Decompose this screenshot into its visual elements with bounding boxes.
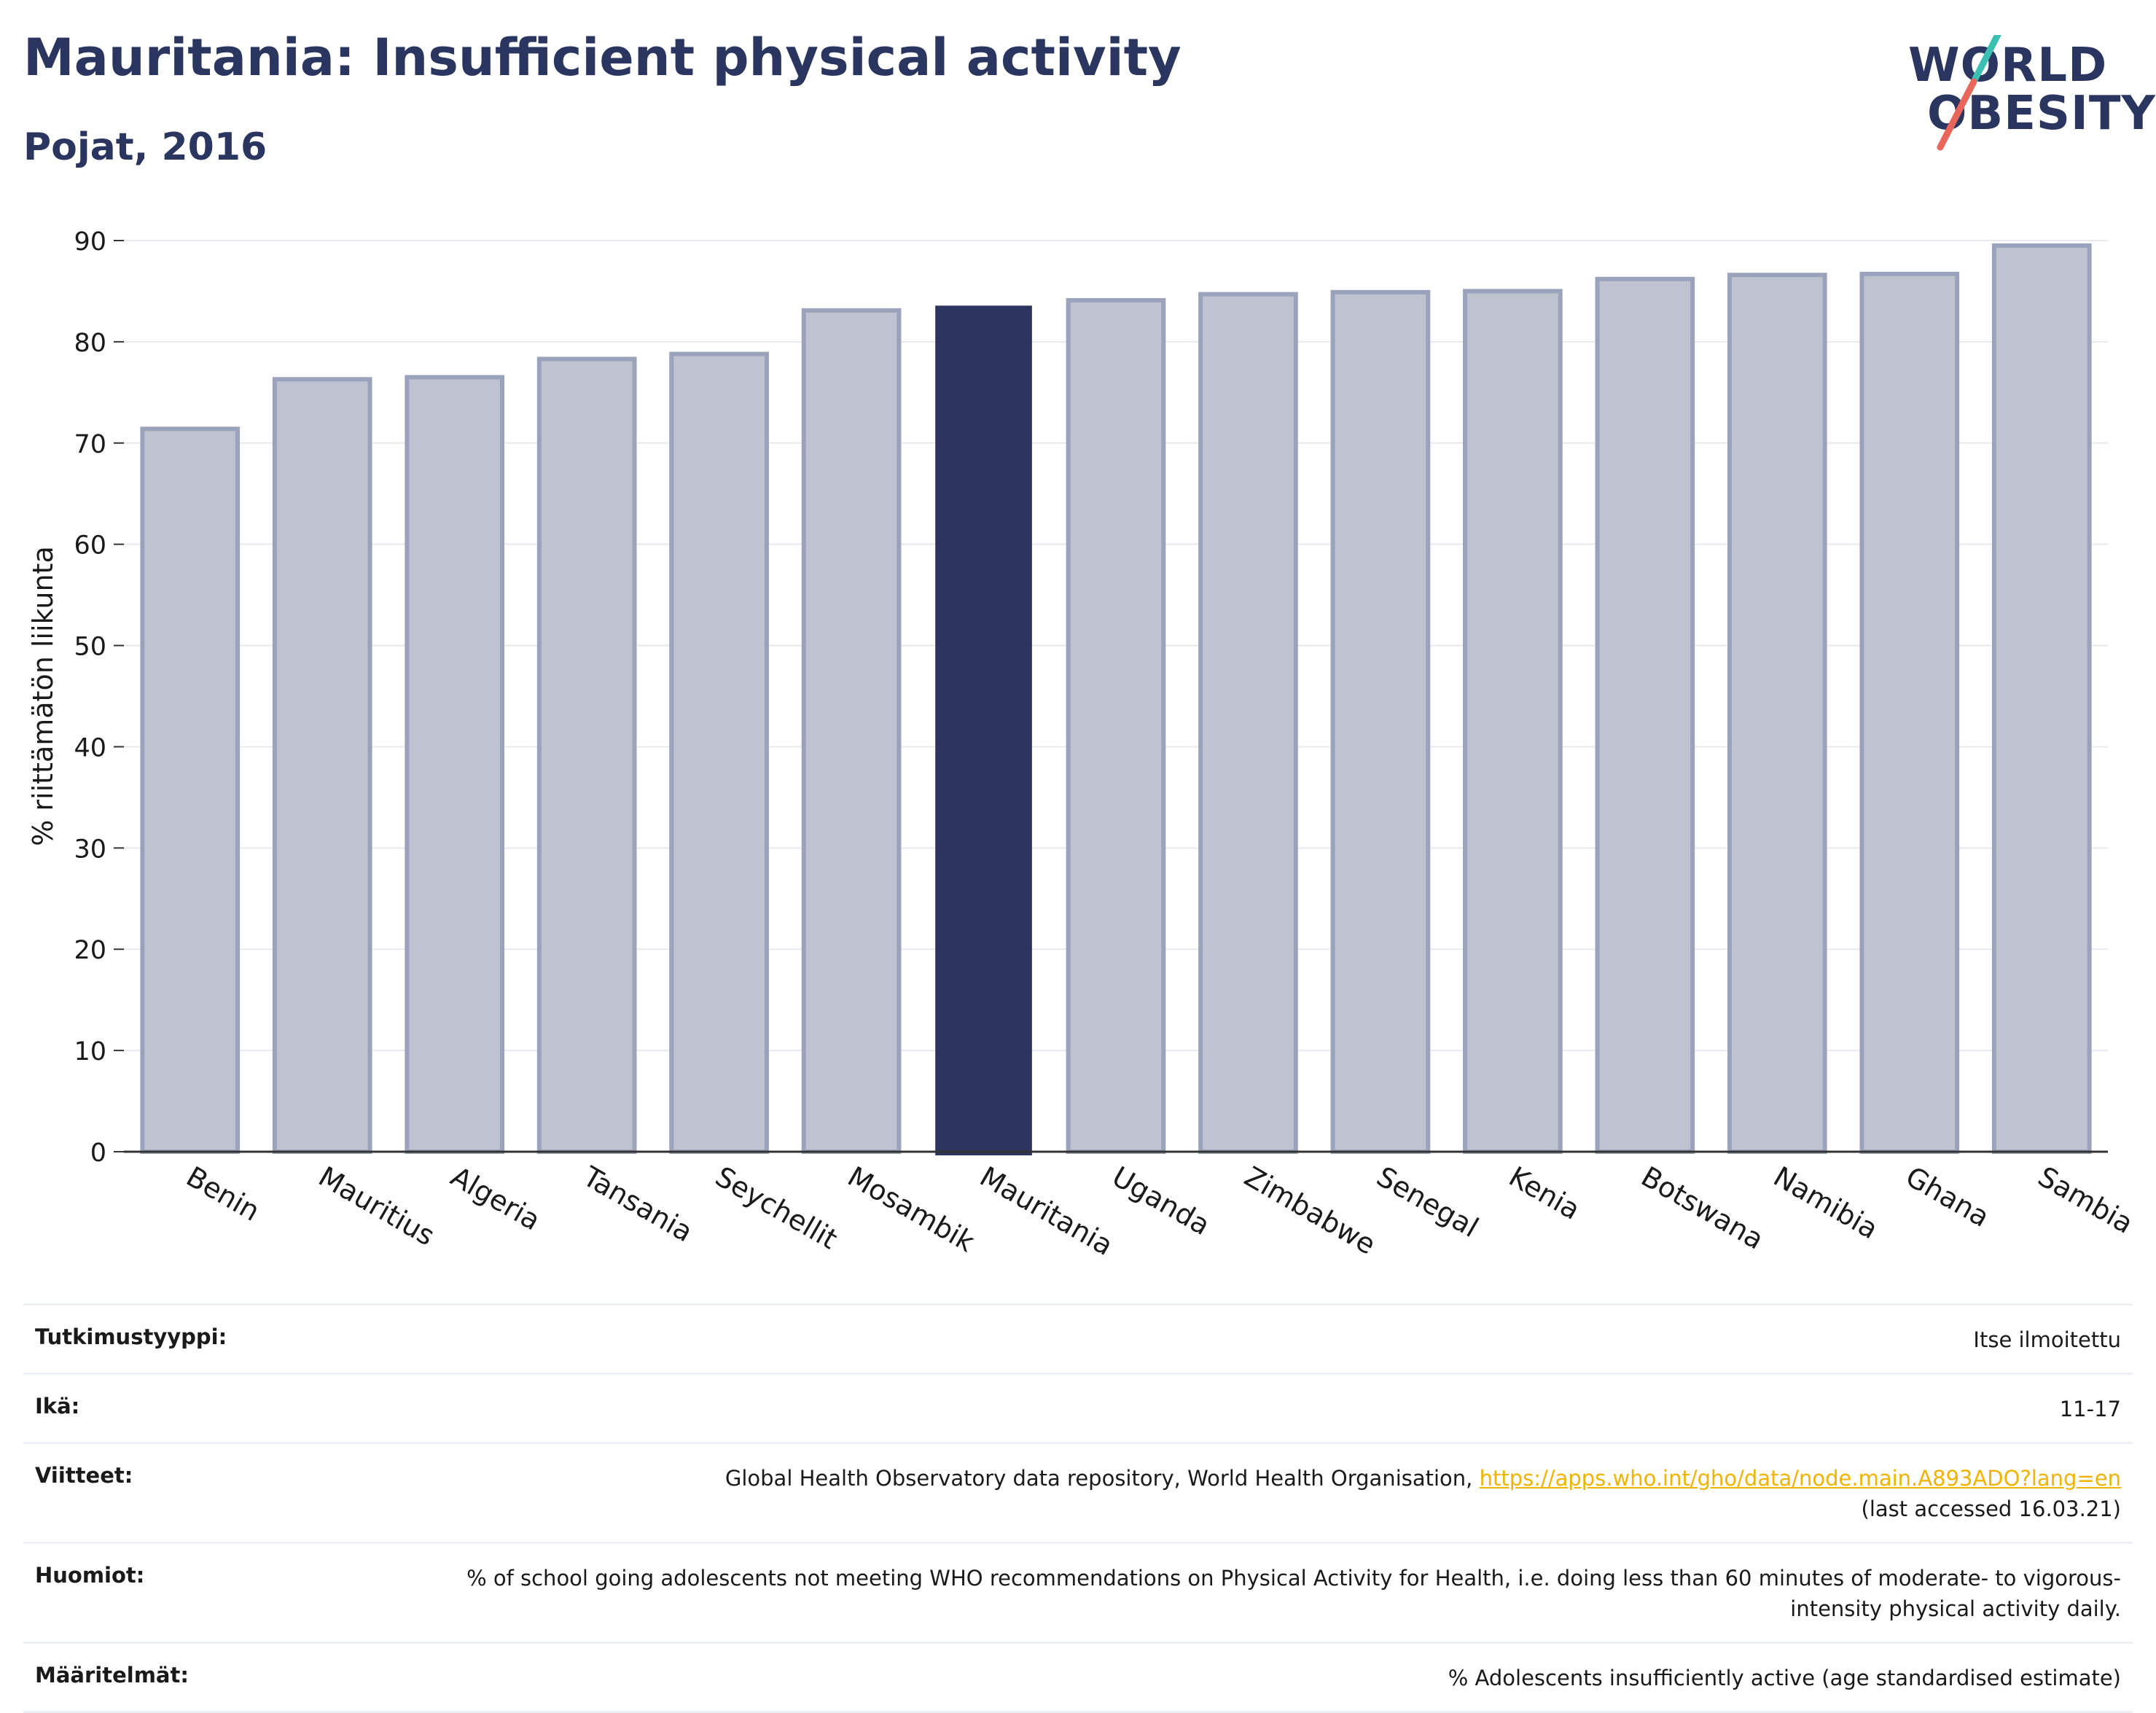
y-tick-label: 70	[74, 430, 106, 459]
info-label: Määritelmät:	[35, 1663, 189, 1688]
x-tick-label: Mauritius	[313, 1160, 440, 1252]
info-value: 11-17	[2059, 1397, 2121, 1422]
info-table: Tutkimustyyppi: Itse ilmoitettu Ikä: 11-…	[23, 1303, 2133, 1713]
bar-seychellit	[669, 351, 769, 1155]
bar-mauritania	[935, 305, 1032, 1155]
bar-sambia	[1991, 243, 2092, 1154]
reference-text: Global Health Observatory data repositor…	[724, 1466, 1473, 1491]
logo-text-world: WORLD	[1908, 39, 2108, 93]
y-tick-label: 0	[90, 1139, 106, 1168]
bar-botswana	[1595, 276, 1695, 1154]
info-value: Itse ilmoitettu	[1973, 1327, 2121, 1352]
info-row-age: Ikä: 11-17	[23, 1373, 2133, 1442]
x-tick-label: Mauritania	[975, 1160, 1118, 1262]
chart-title: Mauritania: Insufficient physical activi…	[23, 28, 1181, 87]
info-row-references: Viitteet: Global Health Observatory data…	[23, 1442, 2133, 1542]
x-tick-label: Senegal	[1371, 1160, 1483, 1244]
info-row-notes: Huomiot: % of school going adolescents n…	[23, 1542, 2133, 1642]
bars	[140, 243, 2092, 1155]
info-label: Ikä:	[35, 1394, 80, 1419]
info-label: Tutkimustyyppi:	[35, 1324, 227, 1349]
bar-mosambik	[801, 308, 902, 1154]
bar-benin	[140, 426, 241, 1155]
y-tick-label: 90	[74, 227, 106, 257]
bar-algeria	[405, 375, 504, 1154]
y-axis-label: % riittämätön liikunta	[27, 546, 59, 846]
logo-slash-icon	[1937, 35, 2001, 151]
x-tick-label: Kenia	[1504, 1160, 1585, 1226]
bar-chart: 0 10 20 30 40 50 60 70 80 90 Benin Mauritius Algeria…	[27, 227, 2139, 1262]
y-tick-label: 60	[74, 531, 106, 561]
y-tick-label: 40	[74, 733, 106, 762]
x-tick-label: Zimbabwe	[1239, 1160, 1381, 1261]
bar-senegal	[1330, 289, 1431, 1154]
x-tick-label: Algeria	[445, 1160, 546, 1237]
bar-namibia	[1727, 273, 1827, 1155]
chart-subtitle: Pojat, 2016	[23, 125, 267, 169]
x-tick-label: Namibia	[1768, 1160, 1883, 1246]
reference-link[interactable]: https://apps.who.int/gho/data/node.main.…	[1479, 1466, 2121, 1491]
bar-zimbabwe	[1198, 292, 1298, 1155]
info-label: Viitteet:	[35, 1463, 133, 1488]
reference-access-date: (last accessed 16.03.21)	[1861, 1497, 2121, 1522]
info-value: % Adolescents insufficiently active (age…	[1448, 1666, 2121, 1691]
x-tick-label: Sambia	[2033, 1160, 2139, 1240]
x-tick-label: Uganda	[1107, 1160, 1216, 1241]
x-tick-label: Tansania	[577, 1160, 698, 1248]
bar-tansania	[536, 356, 637, 1154]
info-value: Global Health Observatory data repositor…	[725, 1463, 2121, 1524]
world-obesity-logo: WORLD OBESITY	[1908, 35, 2155, 152]
x-tick-label: Mosambik	[843, 1160, 980, 1259]
y-tick-label: 50	[74, 633, 106, 662]
x-tick-label: Botswana	[1636, 1160, 1769, 1256]
x-tick-label: Seychellit	[710, 1160, 843, 1256]
bar-mauritius	[272, 377, 372, 1154]
x-tick-label: Ghana	[1900, 1160, 1995, 1233]
y-tick-label: 20	[74, 936, 106, 965]
y-tick-label: 30	[74, 835, 106, 864]
info-label: Huomiot:	[35, 1563, 145, 1588]
bar-kenia	[1463, 289, 1563, 1154]
info-row-definitions: Määritelmät: % Adolescents insufficientl…	[23, 1642, 2133, 1713]
bar-uganda	[1066, 297, 1166, 1154]
bar-ghana	[1859, 271, 1960, 1154]
x-tick-label: Benin	[181, 1160, 265, 1228]
y-tick-label: 10	[74, 1037, 106, 1066]
info-row-study-type: Tutkimustyyppi: Itse ilmoitettu	[23, 1303, 2133, 1373]
info-value: % of school going adolescents not meetin…	[466, 1566, 2121, 1622]
y-tick-label: 80	[74, 329, 106, 358]
